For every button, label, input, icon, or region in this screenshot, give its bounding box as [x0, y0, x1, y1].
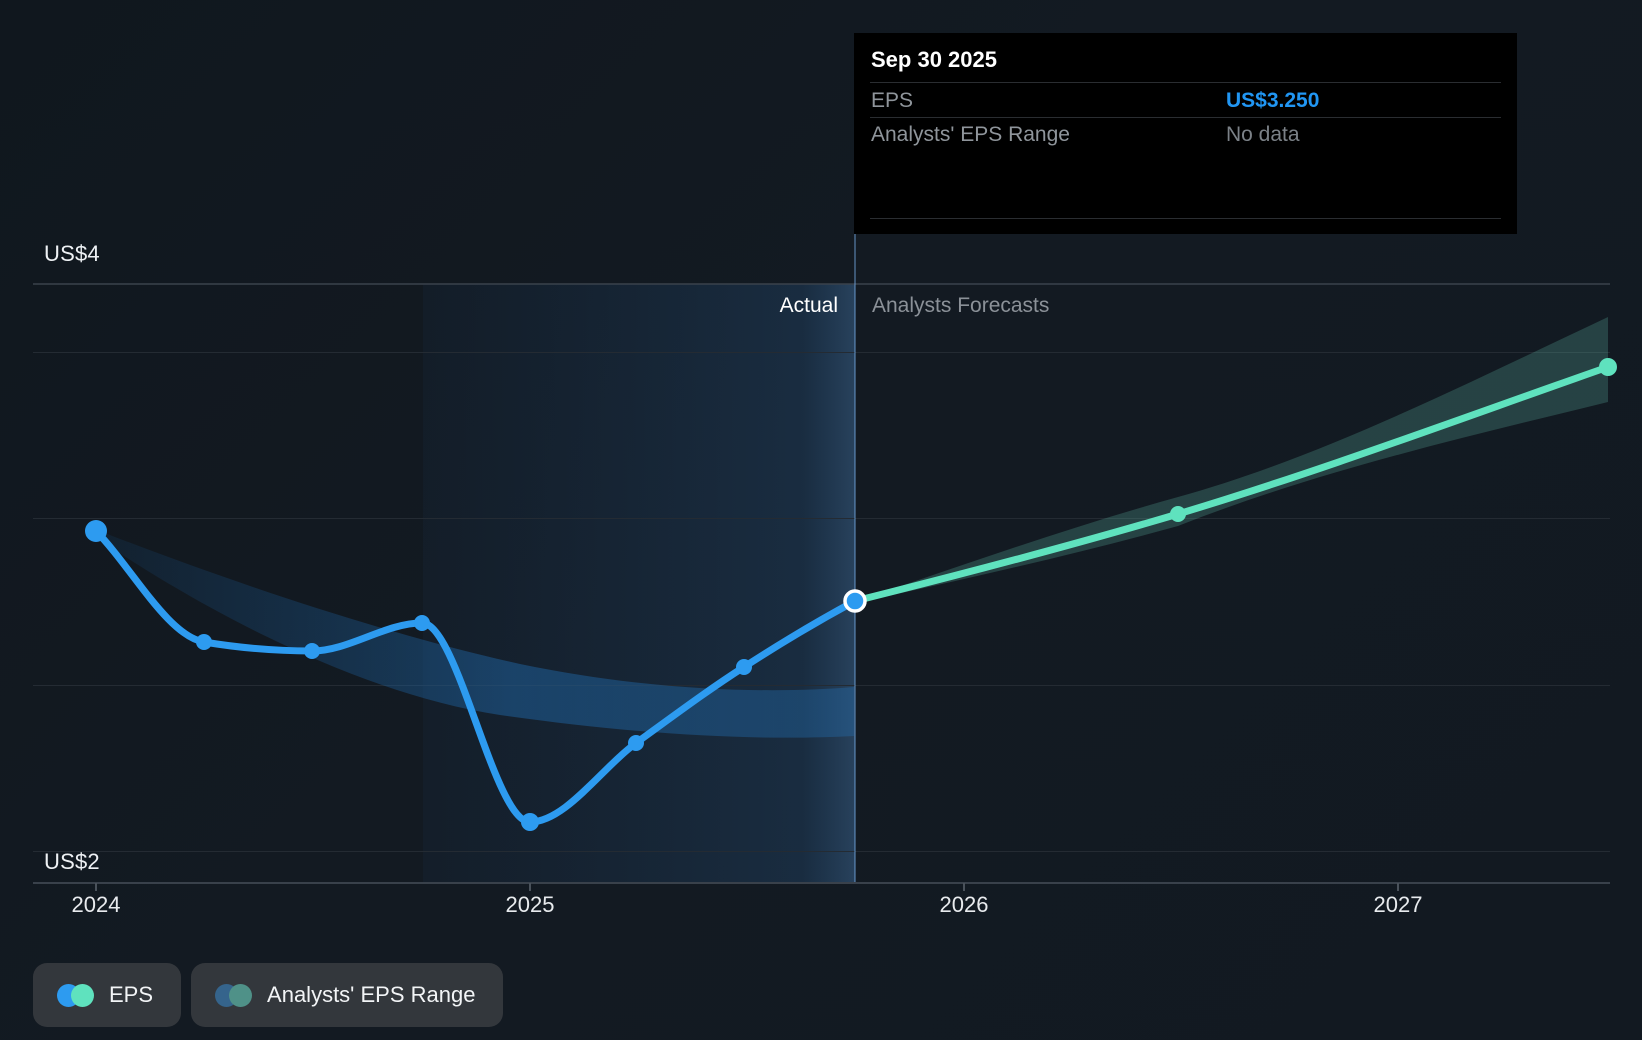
data-point-2025-03[interactable] — [628, 735, 644, 751]
x-tick-2027: 2027 — [1373, 892, 1423, 917]
tooltip-range-label: Analysts' EPS Range — [871, 123, 1070, 146]
chart-legend: EPS Analysts' EPS Range — [33, 963, 504, 1027]
data-point-2024-09[interactable] — [414, 615, 430, 631]
legend-item-eps[interactable]: EPS — [33, 963, 182, 1027]
data-point-2024-12[interactable] — [521, 813, 539, 831]
data-point-2025-06[interactable] — [736, 659, 752, 675]
y-axis-label-top: US$4 — [44, 241, 100, 266]
data-point-2024-06[interactable] — [304, 643, 320, 659]
legend-range-label: Analysts' EPS Range — [267, 982, 476, 1007]
tooltip-divider — [870, 218, 1501, 219]
tooltip-divider — [870, 82, 1501, 83]
eps-series-icon — [57, 983, 94, 1007]
range-series-icon — [215, 983, 253, 1007]
eps-actual-line[interactable] — [92, 527, 859, 826]
x-tick-2024: 2024 — [71, 892, 121, 917]
forecast-range-band[interactable] — [857, 317, 1608, 603]
history-range-band — [97, 530, 854, 738]
chart-tooltip: Sep 30 2025 EPS US$3.250 Analysts' EPS R… — [854, 33, 1517, 234]
x-axis-ticks — [95, 883, 1399, 891]
data-point-2026-06[interactable] — [1170, 506, 1186, 522]
tooltip-divider — [870, 117, 1501, 118]
tooltip-eps-value: US$3.250 — [1226, 89, 1320, 112]
actual-label: Actual — [779, 294, 838, 317]
tooltip-range-value: No data — [1226, 123, 1300, 146]
highlight-period-region — [423, 284, 855, 883]
data-point-2025-09-selected[interactable] — [843, 589, 867, 613]
eps-actual-points — [85, 520, 867, 831]
gridlines — [33, 352, 1610, 852]
tooltip-eps-label: EPS — [871, 89, 914, 112]
data-point-2023-12[interactable] — [85, 520, 107, 542]
x-tick-2026: 2026 — [939, 892, 989, 917]
x-tick-2025: 2025 — [505, 892, 555, 917]
eps-forecast-points — [1170, 358, 1617, 522]
legend-eps-label: EPS — [109, 982, 154, 1007]
data-point-2027-06[interactable] — [1599, 358, 1617, 376]
data-point-2024-03[interactable] — [196, 634, 212, 650]
eps-forecast-line[interactable] — [851, 363, 1612, 605]
tooltip-date-title: Sep 30 2025 — [871, 47, 997, 72]
analysts-forecasts-label: Analysts Forecasts — [872, 294, 1050, 317]
y-axis-label-bottom: US$2 — [44, 849, 100, 874]
legend-item-analysts-eps-range[interactable]: Analysts' EPS Range — [191, 963, 504, 1027]
